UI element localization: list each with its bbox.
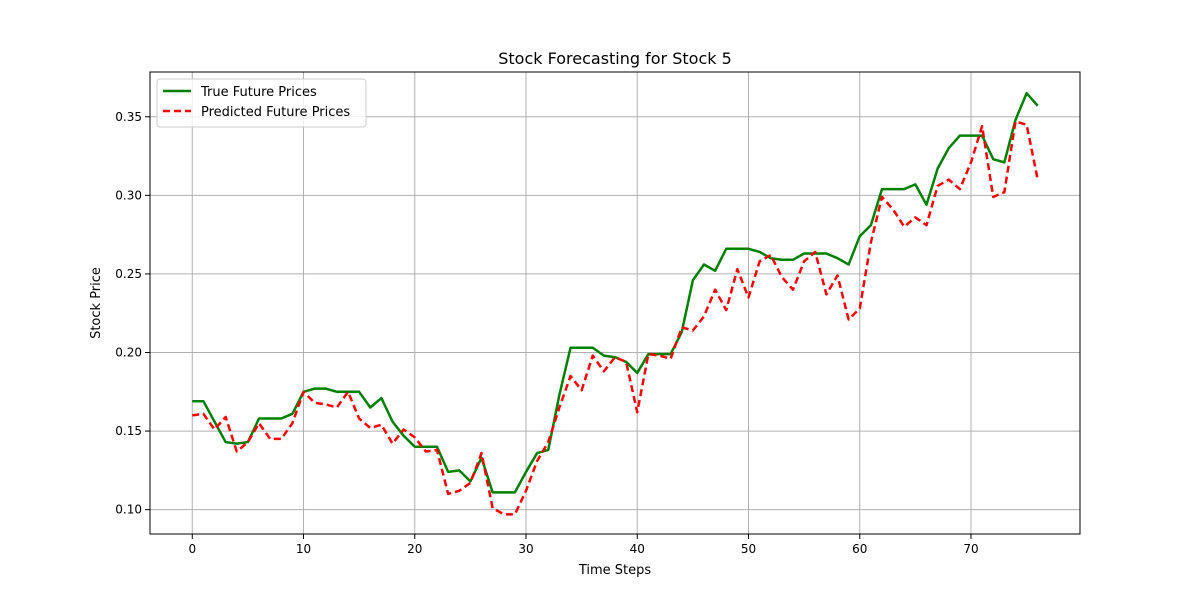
grid: [150, 72, 1080, 534]
x-tick-label: 60: [852, 542, 867, 556]
y-tick-label: 0.20: [115, 346, 142, 360]
legend-label-true: True Future Prices: [200, 85, 317, 100]
legend: True Future Prices Predicted Future Pric…: [156, 78, 367, 128]
y-tick-label: 0.35: [115, 110, 142, 124]
x-tick-label: 50: [741, 542, 756, 556]
x-axis-label: Time Steps: [578, 563, 652, 578]
series-lines: [192, 91, 1039, 516]
x-tick-label: 30: [518, 542, 533, 556]
x-tick-label: 40: [630, 542, 645, 556]
chart-title: Stock Forecasting for Stock 5: [498, 49, 732, 68]
x-tick-label: 10: [296, 542, 311, 556]
y-tick-label: 0.25: [115, 267, 142, 281]
y-tick-label: 0.15: [115, 424, 142, 438]
x-tick-label: 20: [407, 542, 422, 556]
x-tick-label: 0: [188, 542, 196, 556]
y-axis-label: Stock Price: [89, 267, 104, 339]
y-tick-label: 0.30: [115, 188, 142, 202]
y-tick-label: 0.10: [115, 503, 142, 517]
legend-label-predicted: Predicted Future Prices: [201, 105, 350, 120]
legend-box: [156, 78, 367, 128]
series-line-true-prices: [192, 91, 1039, 494]
plot-frame: [149, 71, 1081, 535]
y-axis-ticks: 0.10 0.15 0.20 0.25 0.30 0.35: [115, 110, 150, 517]
series-line-predicted-prices: [192, 120, 1039, 516]
x-axis-ticks: 0 10 20 30 40 50 60 70: [188, 534, 979, 556]
x-tick-label: 70: [963, 542, 978, 556]
